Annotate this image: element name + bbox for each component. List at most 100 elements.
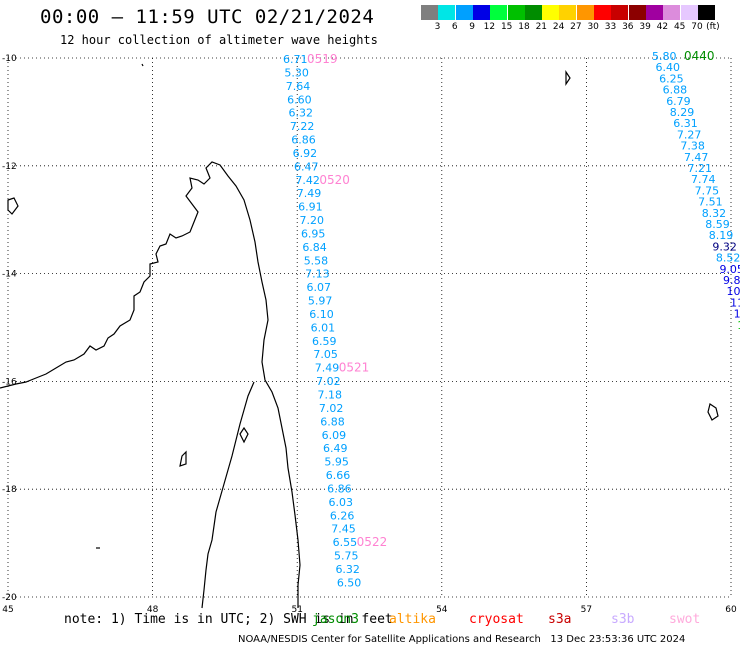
wave-height-label: 6.60 — [287, 93, 312, 106]
wave-height-label: 7.02 — [316, 375, 341, 388]
island-east — [707, 403, 719, 421]
longitude-tick-label: 60 — [725, 605, 737, 615]
latitude-tick-label: -20 — [2, 593, 17, 603]
wave-height-label: 6.47 — [294, 160, 319, 173]
wave-height-label: 6.84 — [302, 241, 327, 254]
wave-height-label: 6.10 — [309, 308, 334, 321]
wave-height-label: 6.25 — [659, 72, 684, 85]
legend-label: 6 — [451, 22, 458, 32]
madagascar-inner-coast — [201, 381, 255, 609]
wave-height-label: 7.74 — [691, 173, 716, 186]
legend-swatch — [697, 5, 715, 20]
latitude-tick-label: -14 — [2, 270, 17, 280]
legend-label: 70 — [691, 22, 703, 32]
wave-height-label: 6.26 — [330, 509, 355, 522]
wave-height-label: 8.32 — [702, 207, 727, 220]
wave-height-label: 5.75 — [334, 550, 359, 563]
pass-time-label: 0519 — [307, 52, 338, 66]
wave-height-label: 7.42 — [295, 174, 320, 187]
legend-label: 33 — [604, 22, 617, 32]
longitude-tick-label: 54 — [436, 605, 448, 615]
legend-swatch — [455, 5, 473, 20]
legend-label: 9 — [469, 22, 475, 32]
pass-time-label: 0520 — [319, 173, 350, 187]
wave-height-label: 7.22 — [290, 120, 315, 133]
legend-label: 21 — [535, 22, 548, 32]
wave-height-label: 7.47 — [684, 151, 709, 164]
islet-a — [239, 426, 249, 444]
wave-height-label: 6.32 — [335, 563, 360, 576]
wave-height-label: 6.95 — [301, 227, 326, 240]
islet-b — [565, 70, 571, 86]
legend-label: 24 — [552, 22, 565, 32]
satellite-jason3: jason3 — [312, 612, 359, 627]
axis-ticks: 45 48 51 54 57 60 -10 -12 -14 -16 -18 -20 — [2, 54, 737, 615]
satellite-altika: altika — [389, 612, 436, 627]
pass-time-label: 0521 — [339, 361, 370, 375]
legend-label: 42 — [656, 22, 669, 32]
legend-label: 27 — [570, 22, 582, 32]
longitude-tick-label: 51 — [291, 605, 302, 615]
legend-swatch — [594, 5, 611, 20]
wave-height-label: 10. — [727, 285, 740, 298]
wave-height-label: 6.91 — [298, 201, 323, 214]
wave-height-label: 6.88 — [320, 415, 345, 428]
legend-swatch — [524, 5, 542, 20]
legend-swatch — [559, 5, 577, 20]
satellite-cryosat: cryosat — [469, 612, 524, 627]
wave-height-label: 6.31 — [673, 117, 698, 130]
legend-swatch — [490, 5, 508, 20]
latitude-tick-label: -12 — [2, 162, 17, 172]
wave-height-label: 9.8 — [723, 274, 740, 287]
legend-label: 3 — [434, 22, 441, 32]
wave-height-label: 8.52 — [716, 252, 740, 265]
legend-label: 39 — [639, 22, 651, 32]
legend-swatch — [645, 5, 663, 20]
wave-height-label: 8.19 — [709, 229, 734, 242]
wave-height-label: 6.50 — [337, 576, 362, 589]
latitude-tick-label: -10 — [2, 54, 17, 64]
island-mayotte — [179, 450, 187, 467]
wave-height-label: 5.97 — [308, 295, 333, 308]
legend-swatch — [542, 5, 560, 20]
longitude-tick-label: 57 — [581, 605, 592, 615]
legend-swatch — [421, 5, 438, 20]
legend-swatch — [663, 5, 681, 20]
longitude-tick-label: 48 — [147, 605, 159, 615]
wave-height-label: 6.86 — [291, 134, 316, 147]
wave-height-label: 7.64 — [286, 80, 311, 93]
wave-height-label: 6.66 — [326, 469, 351, 482]
wave-height-label: 7.02 — [319, 402, 344, 415]
wave-height-label: 9.32 — [712, 240, 737, 253]
islet-d — [141, 63, 144, 67]
footnote: note: 1) Time is in UTC; 2) SWH is in fe… — [64, 612, 393, 627]
latitude-tick-label: -16 — [2, 377, 17, 387]
chart-subtitle: 12 hour collection of altimeter wave hei… — [60, 33, 378, 47]
wave-height-label: 7.13 — [305, 268, 330, 281]
pass-time-label: 0440 — [684, 49, 715, 63]
track-east: 5.806.406.256.886.798.296.317.277.387.47… — [652, 49, 740, 332]
legend-swatch — [576, 5, 594, 20]
wave-height-label: 6.71 — [283, 53, 308, 66]
wave-height-label: 6.49 — [323, 442, 348, 455]
coastline — [0, 63, 719, 609]
wave-height-label: 6.59 — [312, 335, 337, 348]
credit-line: NOAA/NESDIS Center for Satellite Applica… — [238, 634, 686, 645]
wave-height-label: 6.03 — [329, 496, 354, 509]
wave-height-label: 9.05 — [719, 263, 740, 276]
wave-height-label: 7.05 — [313, 348, 338, 361]
graticule — [7, 57, 732, 598]
legend-swatch — [507, 5, 525, 20]
wave-height-label: 6.09 — [322, 429, 347, 442]
legend-unit: (ft) — [706, 22, 720, 32]
track-west: 6.715.307.646.606.327.226.866.926.477.42… — [283, 52, 387, 589]
wave-height-label: 7.18 — [318, 389, 343, 402]
satellite-swot: swot — [669, 612, 701, 627]
pass-time-label: 0522 — [357, 535, 388, 549]
legend-label: 12 — [483, 22, 496, 32]
wave-height-label: 6.55 — [333, 536, 358, 549]
legend-swatch — [611, 5, 629, 20]
wave-height-label: 7.49 — [297, 187, 322, 200]
wave-height-label: 7.49 — [315, 362, 340, 375]
